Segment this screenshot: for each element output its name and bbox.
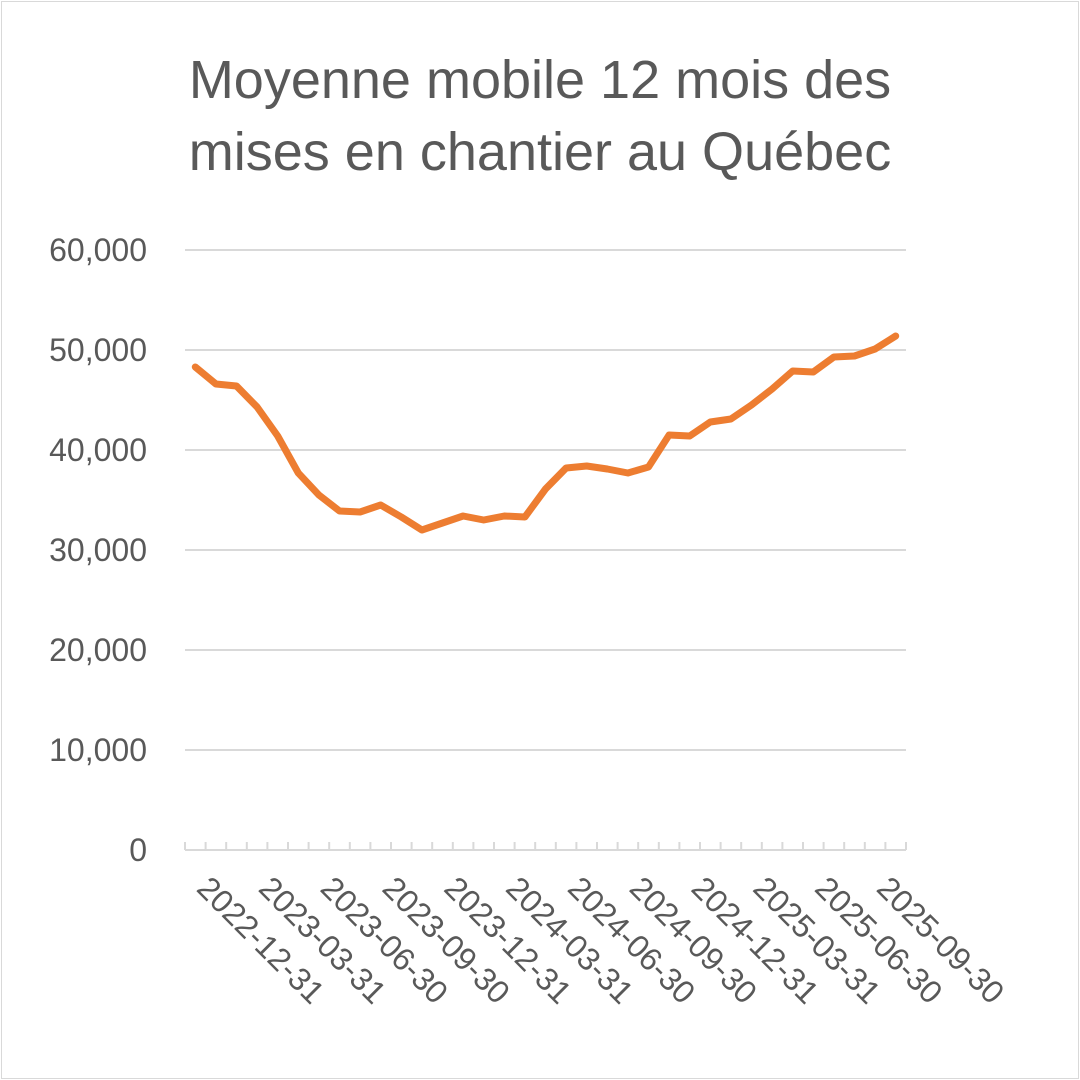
series-line xyxy=(191,332,900,534)
data-point xyxy=(421,529,423,531)
data-point xyxy=(854,355,855,357)
y-tick-label: 40,000 xyxy=(49,432,147,468)
data-point xyxy=(297,472,299,474)
series-layer xyxy=(191,332,900,534)
gridlines xyxy=(185,249,906,751)
data-point xyxy=(730,418,732,420)
data-point xyxy=(709,421,711,423)
x-axis: 2022-12-312023-03-312023-06-302023-09-30… xyxy=(184,842,1011,1011)
y-tick-label: 0 xyxy=(129,832,147,868)
chart-title-line-1: Moyenne mobile 12 mois des xyxy=(188,50,892,110)
data-point xyxy=(545,488,546,490)
y-tick-label: 30,000 xyxy=(49,532,147,568)
data-point xyxy=(215,383,217,385)
data-point xyxy=(524,516,526,518)
data-point xyxy=(400,516,402,518)
data-point xyxy=(380,504,382,506)
data-point xyxy=(586,465,588,467)
data-point xyxy=(792,370,794,372)
data-point xyxy=(503,515,505,517)
data-point xyxy=(874,348,876,350)
data-point xyxy=(771,388,773,390)
data-point xyxy=(359,511,361,513)
data-point xyxy=(236,385,237,387)
data-point xyxy=(833,356,835,358)
y-tick-label: 50,000 xyxy=(49,332,147,368)
data-point xyxy=(751,404,752,406)
data-point xyxy=(812,371,814,373)
chart-title-line-2: mises en chantier au Québec xyxy=(188,122,892,182)
data-point xyxy=(339,510,340,512)
data-point xyxy=(668,434,670,436)
data-point xyxy=(689,435,691,437)
data-point xyxy=(627,472,629,474)
data-point xyxy=(565,467,567,469)
y-tick-label: 10,000 xyxy=(49,732,147,768)
y-tick-label: 60,000 xyxy=(49,232,147,268)
data-point xyxy=(483,519,485,521)
data-point xyxy=(256,406,258,408)
data-point xyxy=(606,468,608,470)
data-point xyxy=(895,335,897,337)
data-point xyxy=(462,515,464,517)
y-axis-ticks: 0 10,000 20,000 30,000 40,000 50,000 60,000 xyxy=(49,232,147,868)
data-point xyxy=(442,522,443,524)
y-tick-label: 20,000 xyxy=(49,632,147,668)
data-point xyxy=(277,435,279,437)
data-point xyxy=(194,366,196,368)
data-point xyxy=(648,466,649,468)
data-point xyxy=(318,494,320,496)
chart-title: Moyenne mobile 12 mois des mises en chan… xyxy=(0,44,1080,188)
